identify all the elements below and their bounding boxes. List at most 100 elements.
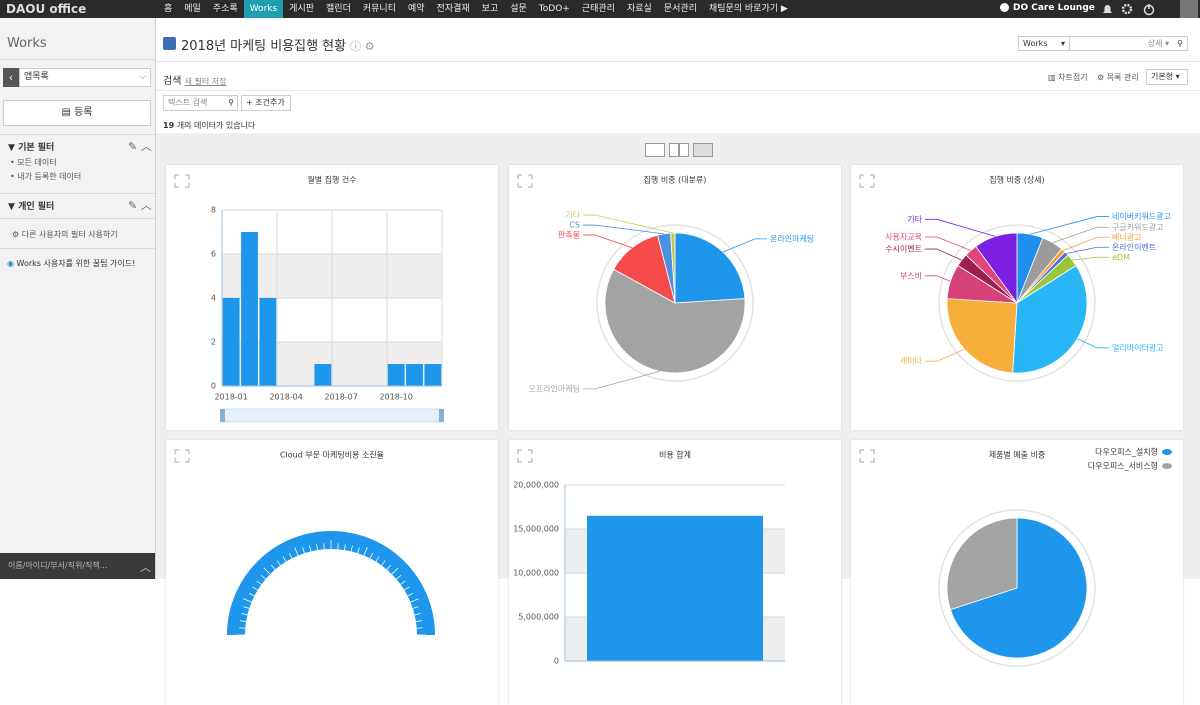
y-tick-label: 0: [211, 382, 216, 391]
legend-swatch: [1162, 449, 1172, 455]
separator: [0, 134, 155, 135]
y-tick-label: 6: [211, 250, 216, 259]
back-button[interactable]: ‹: [3, 68, 19, 87]
view-select[interactable]: 기본형 ▾: [1146, 69, 1188, 85]
save-filter[interactable]: 새 필터 저장: [185, 77, 227, 86]
chart-title: 비용 합계: [659, 450, 691, 460]
filter-tools[interactable]: ✎ ︿: [128, 138, 152, 154]
separator: [0, 218, 155, 219]
search-label-text: 검색: [163, 76, 181, 87]
menu-item[interactable]: 자료실: [621, 0, 658, 18]
menu-item[interactable]: 전자결재: [431, 0, 476, 18]
bar: [406, 364, 423, 386]
app-icon: [163, 37, 176, 50]
menu-item[interactable]: ToDO+: [533, 0, 576, 18]
other-filter-text: 다른 사용자의 필터 사용하기: [22, 230, 118, 239]
menu-item[interactable]: 메일: [178, 0, 207, 18]
guide-text: Works 사용자를 위한 꿀팁 가이드!: [17, 259, 136, 268]
bar: [259, 298, 276, 386]
avatar[interactable]: [1180, 0, 1198, 18]
pie-label: 배너광고: [1112, 232, 1141, 242]
bar: [223, 298, 240, 386]
pie-label: 온라인이벤트: [1112, 242, 1156, 252]
separator: [0, 193, 155, 194]
menu-item[interactable]: 보고: [476, 0, 505, 18]
chart-toggle[interactable]: ▥ 차트접기: [1048, 72, 1088, 83]
text-search-text: 텍스트 검색: [168, 98, 207, 107]
x-tick-label: 2018-04: [269, 393, 302, 402]
chart-title: 월별 집행 건수: [307, 175, 356, 185]
expand-icon[interactable]: [860, 175, 874, 187]
widget-chart: Cloud 부문 마케팅비용 소진율: [166, 440, 498, 705]
leader-line: [1072, 257, 1109, 260]
menu-item[interactable]: 커뮤니티: [357, 0, 402, 18]
bar: [388, 364, 405, 386]
pie-label: eDM: [1112, 253, 1130, 262]
nav-icons[interactable]: [1100, 2, 1162, 16]
list-manage[interactable]: ⚙ 목록 관리: [1097, 72, 1139, 83]
menu-item[interactable]: 문서관리: [658, 0, 703, 18]
filter-item[interactable]: • 모든 데이터: [10, 156, 81, 170]
filter-list: • 모든 데이터• 내가 등록한 데이터: [10, 156, 81, 184]
navigator[interactable]: [222, 409, 442, 422]
register-button[interactable]: ▤ 등록: [3, 100, 151, 126]
expand-icon[interactable]: [860, 450, 874, 462]
filter-title: ▼ 개인 필터: [8, 199, 54, 212]
collapse-button[interactable]: ︿: [140, 559, 151, 575]
user-icon: [1000, 3, 1009, 12]
navigator-handle[interactable]: [439, 409, 444, 422]
chart-title: Cloud 부문 마케팅비용 소진율: [280, 450, 384, 460]
text-search[interactable]: 텍스트 검색⚲: [163, 95, 238, 111]
menu-item[interactable]: Works: [244, 0, 283, 18]
separator: [0, 248, 155, 249]
filter-tools[interactable]: ✎ ︿: [128, 197, 152, 213]
layout-1col[interactable]: [645, 143, 665, 157]
menu-item[interactable]: 홈: [158, 0, 178, 18]
pie-label: CS: [569, 221, 580, 230]
guide-link[interactable]: ◉ Works 사용자를 위한 꿀팁 가이드!: [7, 258, 135, 269]
menu-item[interactable]: 게시판: [283, 0, 320, 18]
filter-item-text: 모든 데이터: [17, 158, 56, 167]
add-condition[interactable]: + 조건추가: [241, 95, 291, 111]
pie-label: 사용자교육: [885, 232, 922, 241]
filter-item[interactable]: • 내가 등록한 데이터: [10, 170, 81, 184]
y-tick-label: 10,000,000: [513, 569, 559, 578]
pie-label: 수시이벤트: [885, 244, 922, 254]
legend-swatch: [1162, 463, 1172, 469]
expand-icon[interactable]: [175, 450, 189, 462]
menu-item[interactable]: 예약: [402, 0, 431, 18]
search-scope[interactable]: Works▾: [1018, 36, 1070, 51]
leader-line: [925, 219, 995, 236]
menu-item[interactable]: 캘린더: [320, 0, 357, 18]
app-select[interactable]: 앱목록⌵: [19, 68, 151, 87]
view-select-text: 기본형: [1151, 72, 1173, 81]
filter-title-text: 기본 필터: [18, 143, 54, 153]
navigator-handle[interactable]: [220, 409, 225, 422]
search-input[interactable]: 상세 ▾⚲: [1069, 36, 1188, 51]
leader-line: [925, 237, 971, 251]
menu-item[interactable]: 근태관리: [576, 0, 621, 18]
other-filter[interactable]: ⚙ 다른 사용자의 필터 사용하기: [12, 229, 118, 240]
leader-line: [1053, 227, 1109, 242]
x-tick-label: 2018-10: [379, 393, 412, 402]
user-search[interactable]: 이름/아이디/부서/직위/직책...: [8, 560, 107, 571]
x-tick-label: 2018-07: [324, 393, 357, 402]
leader-line: [1063, 237, 1109, 250]
expand-icon[interactable]: [518, 450, 532, 462]
layout-2col[interactable]: [669, 143, 689, 157]
logo[interactable]: DAOU office: [6, 2, 86, 16]
expand-icon[interactable]: [175, 175, 189, 187]
y-tick-label: 5,000,000: [518, 613, 559, 622]
menu-item[interactable]: 설문: [504, 0, 533, 18]
user-name[interactable]: DO Care Lounge: [1013, 3, 1095, 13]
expand-icon[interactable]: [518, 175, 532, 187]
menu-item[interactable]: 채팅문의 바로가기 ▶: [703, 0, 794, 18]
layout-3col[interactable]: [693, 143, 713, 157]
menu-item[interactable]: 주소록: [207, 0, 244, 18]
legend-label: 다우오피스_서비스형: [1088, 462, 1158, 471]
